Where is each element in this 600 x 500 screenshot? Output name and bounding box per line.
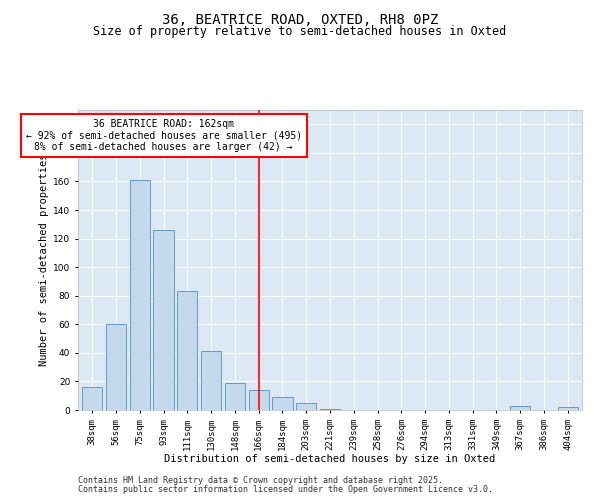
Bar — [557, 407, 578, 410]
Bar — [82, 387, 103, 410]
Bar — [106, 324, 126, 410]
Bar — [201, 352, 221, 410]
Text: Contains HM Land Registry data © Crown copyright and database right 2025.: Contains HM Land Registry data © Crown c… — [78, 476, 443, 485]
Text: Contains public sector information licensed under the Open Government Licence v3: Contains public sector information licen… — [78, 485, 493, 494]
Bar — [320, 408, 340, 410]
Bar — [296, 403, 316, 410]
Bar — [272, 397, 293, 410]
Y-axis label: Number of semi-detached properties: Number of semi-detached properties — [39, 154, 49, 366]
Bar — [248, 390, 269, 410]
X-axis label: Distribution of semi-detached houses by size in Oxted: Distribution of semi-detached houses by … — [164, 454, 496, 464]
Bar — [177, 292, 197, 410]
Text: Size of property relative to semi-detached houses in Oxted: Size of property relative to semi-detach… — [94, 25, 506, 38]
Bar — [510, 406, 530, 410]
Bar — [130, 180, 150, 410]
Text: 36 BEATRICE ROAD: 162sqm
← 92% of semi-detached houses are smaller (495)
8% of s: 36 BEATRICE ROAD: 162sqm ← 92% of semi-d… — [26, 118, 302, 152]
Bar — [154, 230, 173, 410]
Text: 36, BEATRICE ROAD, OXTED, RH8 0PZ: 36, BEATRICE ROAD, OXTED, RH8 0PZ — [162, 12, 438, 26]
Bar — [225, 383, 245, 410]
